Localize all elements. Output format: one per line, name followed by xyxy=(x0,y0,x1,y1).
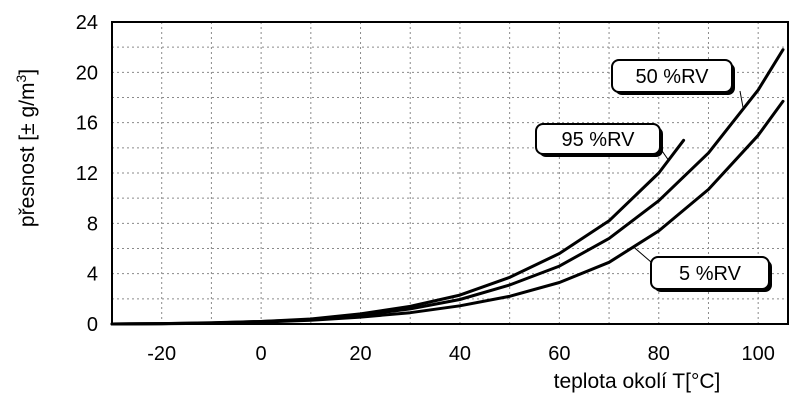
series-line-1 xyxy=(110,138,686,326)
callout: 95 %RV xyxy=(535,123,670,161)
callout-label: 5 %RV xyxy=(679,263,742,285)
callout-label: 95 %RV xyxy=(561,129,635,151)
x-tick-label: 0 xyxy=(256,343,267,365)
x-tick-label: -20 xyxy=(147,343,176,365)
y-tick-label: 12 xyxy=(76,163,98,185)
callout-label: 50 %RV xyxy=(635,66,709,88)
y-tick-label: 0 xyxy=(87,314,98,336)
callout-box xyxy=(611,59,733,93)
series-callouts: 95 %RV 50 %RV 5 %RV xyxy=(535,59,772,292)
y-tick-label: 20 xyxy=(76,62,98,84)
x-tick-label: 100 xyxy=(741,343,774,365)
y-tick-label: 24 xyxy=(76,12,98,34)
series-line-3 xyxy=(110,99,785,326)
callout-leader-line xyxy=(739,90,744,109)
tick-labels: -20 0 20 40 60 80 100 0 4 8 12 16 20 24 xyxy=(76,12,775,365)
y-tick-label: 8 xyxy=(87,213,98,235)
x-tick-label: 20 xyxy=(349,343,371,365)
y-axis-title-main: přesnost [± g/m xyxy=(16,83,39,228)
x-axis-title: teplota okolí T[°C] xyxy=(554,370,721,393)
y-axis-title-close: ] xyxy=(16,69,39,75)
x-tick-label: 80 xyxy=(648,343,670,365)
callout: 5 %RV xyxy=(633,246,772,292)
y-axis-title-superscript: 3 xyxy=(13,75,29,83)
y-tick-label: 16 xyxy=(76,113,98,135)
callout-box xyxy=(535,123,661,155)
plot-area-frame xyxy=(111,21,789,325)
x-tick-label: 40 xyxy=(449,343,471,365)
callout-leader-line xyxy=(633,246,652,263)
series-lines xyxy=(110,48,785,326)
y-axis-title: přesnost [± g/m3] xyxy=(13,69,39,227)
callout: 50 %RV xyxy=(611,59,744,109)
callout-box xyxy=(650,256,770,290)
y-tick-label: 4 xyxy=(87,264,98,286)
x-tick-label: 60 xyxy=(548,343,570,365)
